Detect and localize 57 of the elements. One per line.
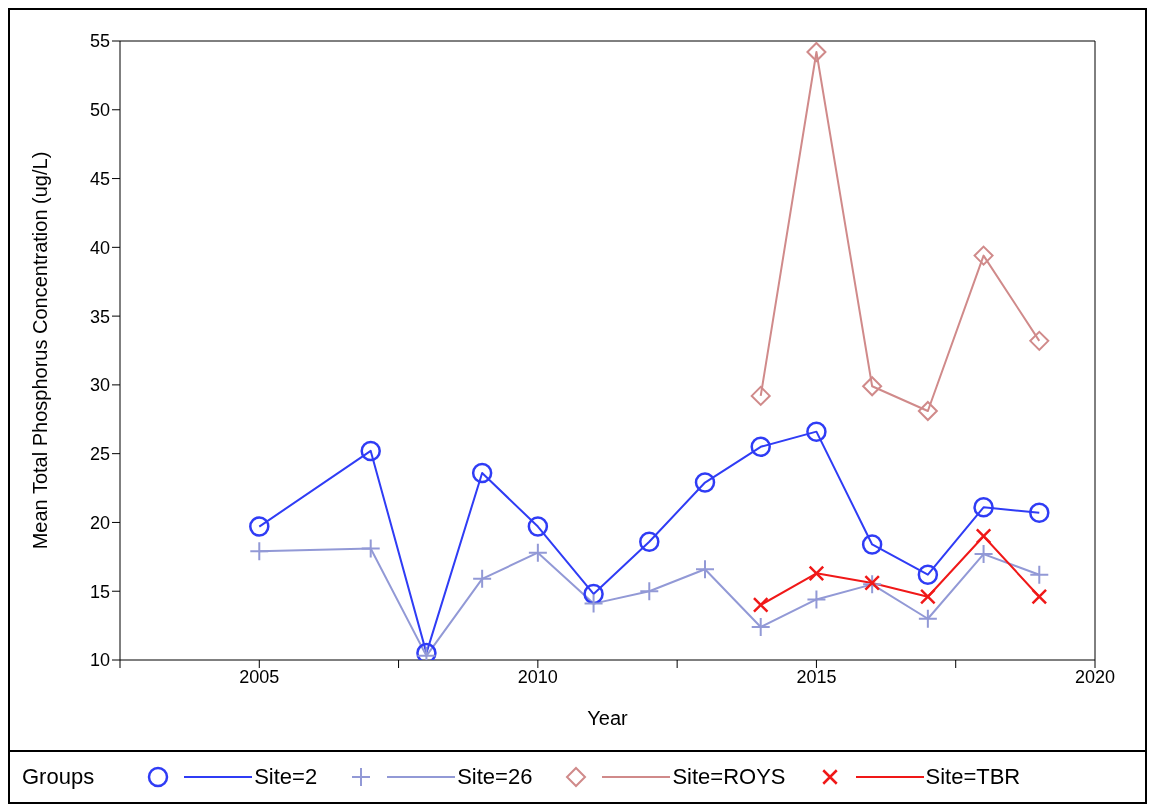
point — [919, 588, 936, 605]
point — [808, 565, 825, 582]
y-tick-label: 55 — [89, 31, 110, 52]
point — [750, 385, 771, 406]
x-axis-title: Year — [587, 707, 629, 729]
point — [750, 436, 771, 458]
point — [527, 542, 548, 563]
y-tick-label: 15 — [89, 581, 110, 602]
point — [973, 497, 994, 518]
point — [917, 564, 939, 585]
y-tick-label: 50 — [89, 100, 110, 121]
x-tick-label: 2015 — [796, 666, 837, 687]
legend-label: Site=2 — [254, 764, 318, 790]
point — [861, 534, 883, 555]
point — [975, 528, 992, 545]
point — [1029, 502, 1050, 524]
point — [1029, 564, 1050, 585]
point — [806, 42, 827, 62]
y-tick-label: 45 — [89, 168, 110, 189]
point — [249, 516, 270, 537]
x-tick-label: 2010 — [517, 666, 558, 687]
point — [917, 608, 938, 629]
point — [973, 245, 994, 266]
point — [360, 440, 381, 462]
legend-label: Site=26 — [457, 764, 533, 790]
point — [694, 472, 716, 493]
point — [639, 581, 660, 602]
point — [917, 401, 938, 422]
point — [973, 544, 994, 565]
y-tick-label: 40 — [89, 237, 110, 258]
legend-label: Site=ROYS — [672, 764, 786, 790]
point — [360, 538, 381, 559]
point — [583, 583, 604, 605]
point — [695, 559, 715, 580]
y-tick-label: 20 — [89, 512, 110, 533]
point — [750, 616, 771, 637]
point — [1031, 588, 1048, 605]
y-tick-label: 10 — [89, 650, 110, 671]
point — [806, 421, 827, 442]
point — [639, 531, 660, 552]
point — [471, 462, 493, 484]
point — [862, 376, 883, 397]
y-axis-title: Mean Total Phosphorus Concentration (ug/L) — [29, 151, 52, 550]
point — [1029, 330, 1050, 351]
x-tick-label: 2020 — [1074, 666, 1116, 687]
point — [806, 589, 827, 610]
point — [583, 593, 604, 614]
y-tick-label: 30 — [89, 375, 110, 396]
point — [472, 568, 493, 589]
point — [752, 596, 769, 613]
y-tick-label: 35 — [89, 306, 110, 327]
point — [527, 516, 549, 537]
legend-label: Site=TBR — [925, 764, 1021, 790]
point — [249, 541, 270, 562]
x-tick-label: 2005 — [239, 666, 280, 687]
y-tick-label: 25 — [89, 444, 110, 465]
legend-title: Groups — [22, 764, 95, 790]
